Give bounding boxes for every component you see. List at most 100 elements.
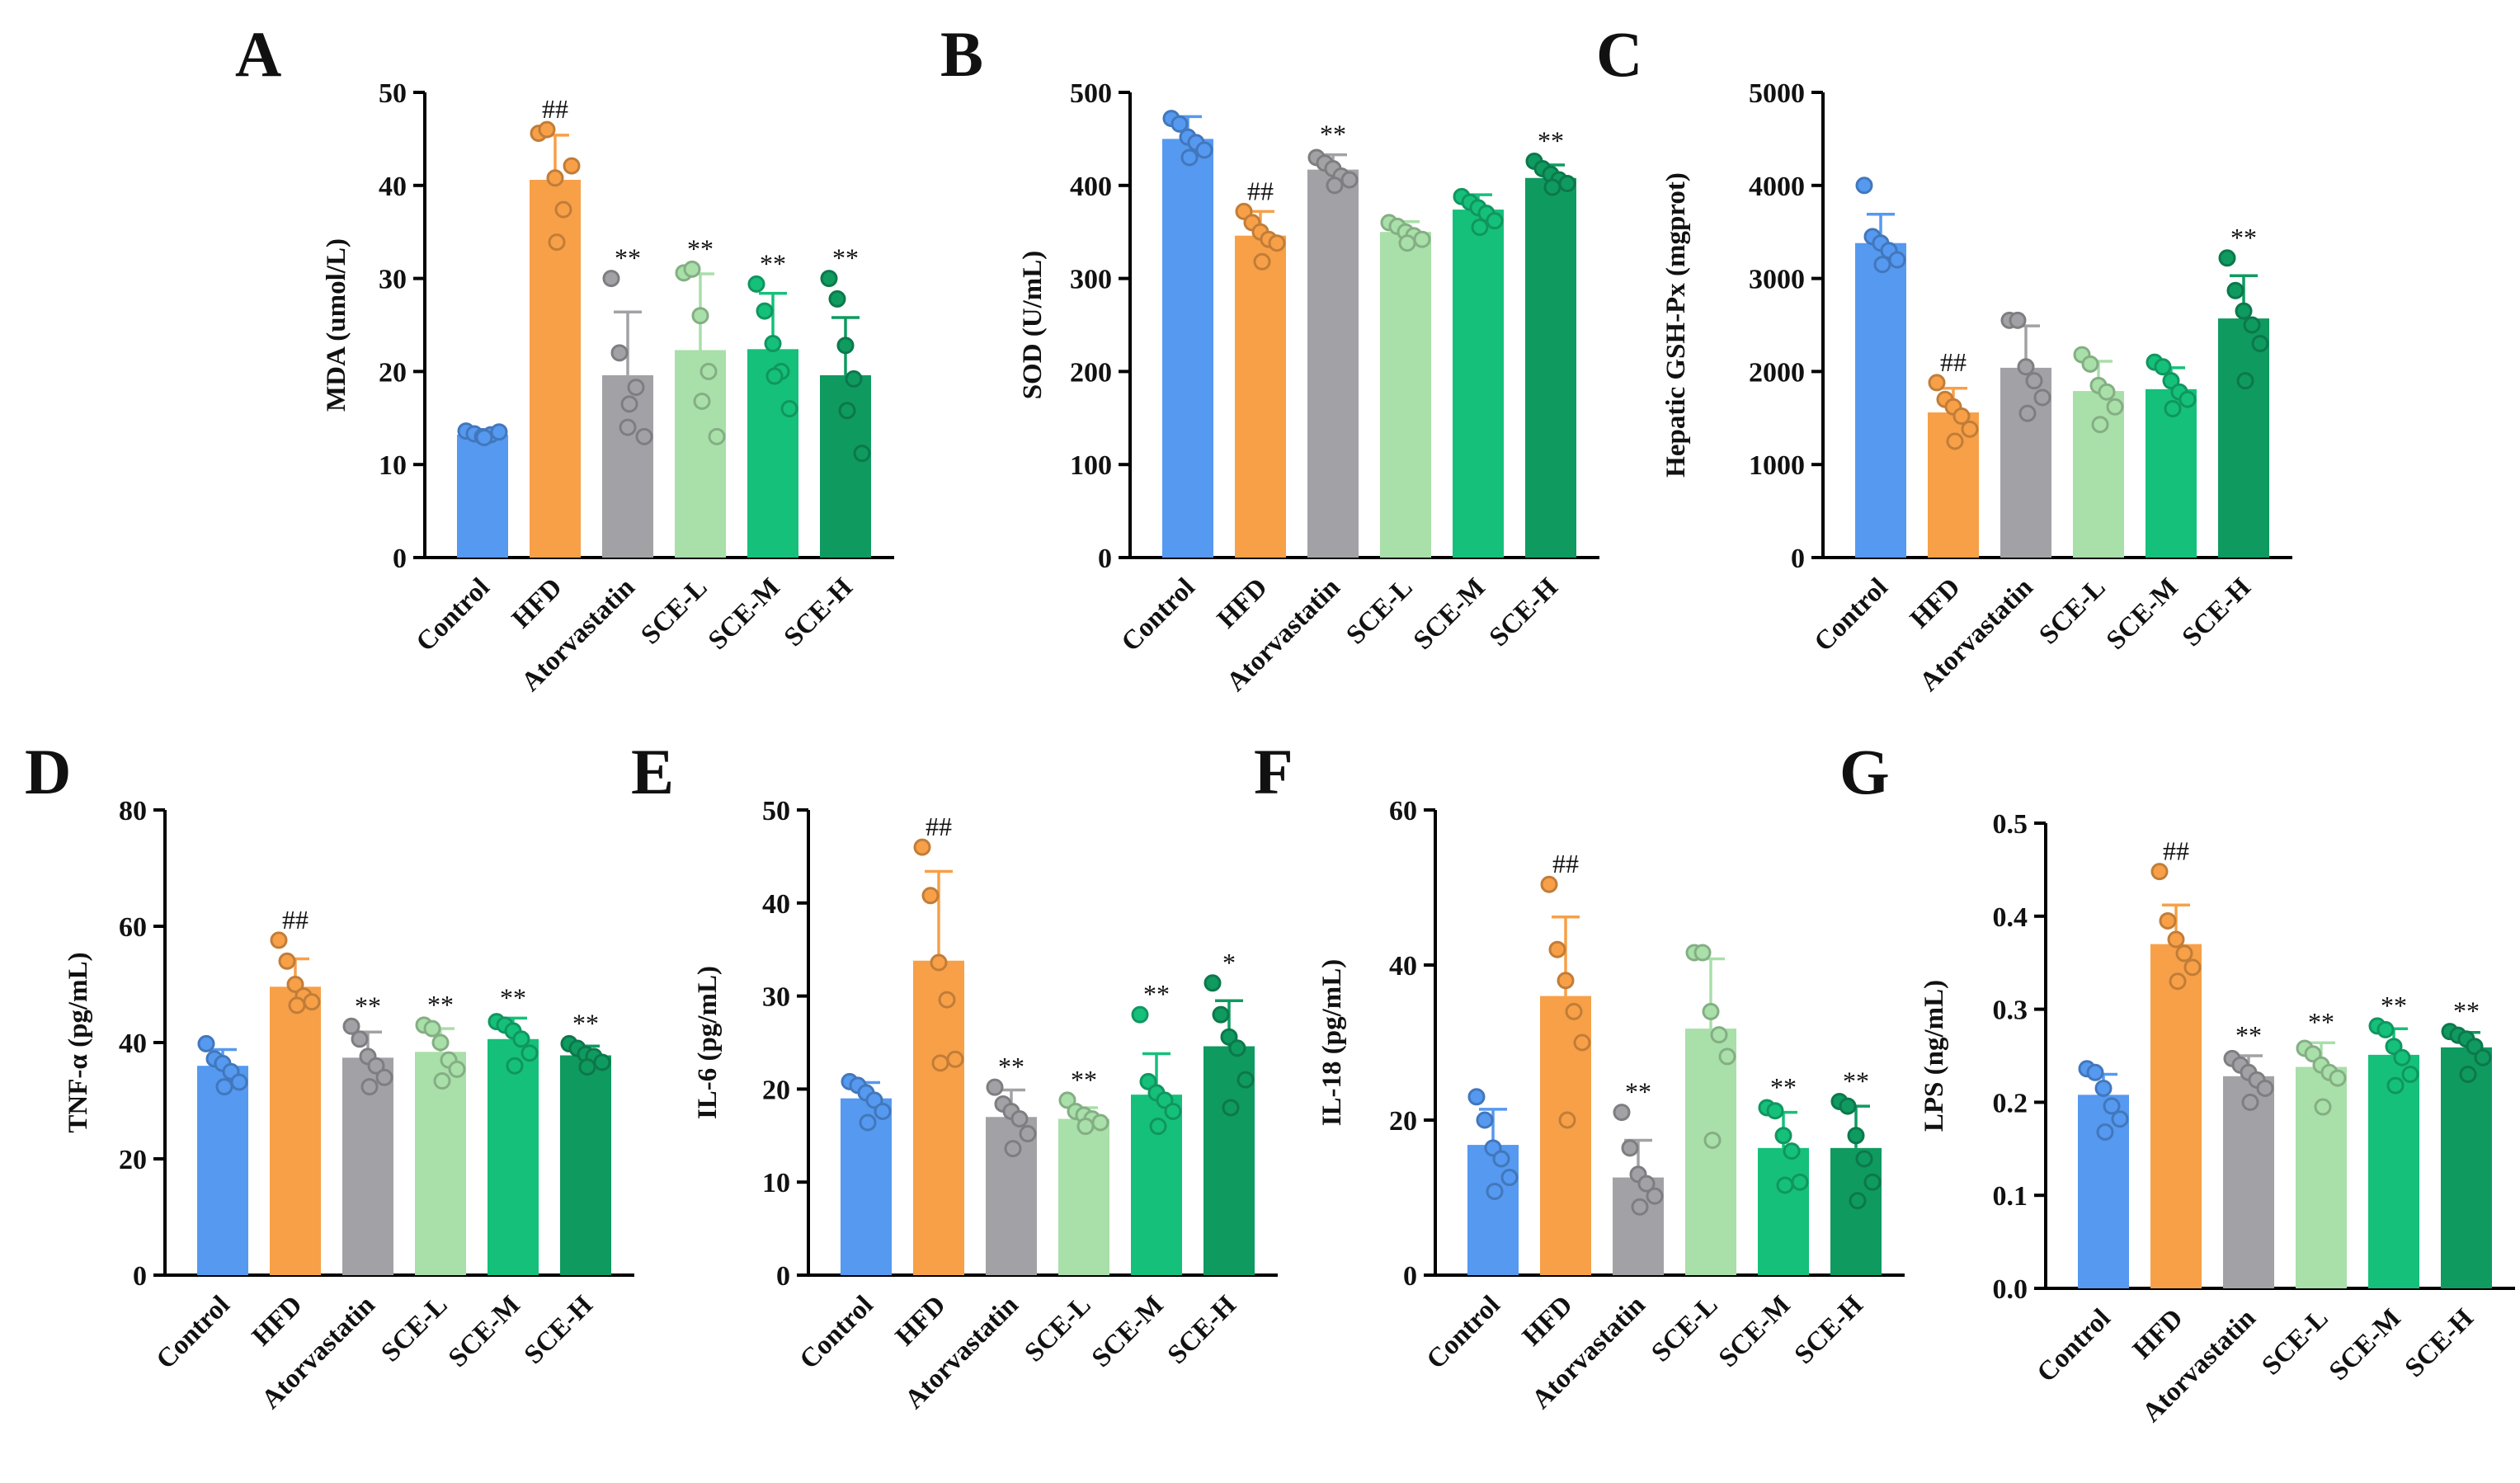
significance-label: ## (926, 812, 952, 841)
significance-label: ** (1843, 1066, 1869, 1095)
y-tick-label: 0.2 (1993, 1088, 2028, 1118)
bar-sce-h (2441, 1047, 2492, 1288)
category-label: Control (151, 1290, 236, 1375)
data-point (1164, 1102, 1182, 1120)
bar-sce-h (2218, 318, 2269, 558)
data-point (1203, 974, 1222, 992)
data-point (845, 370, 863, 388)
category-label: HFD (1517, 1290, 1579, 1352)
y-tick-label: 2000 (1749, 357, 1805, 388)
panel-letter: G (1839, 736, 1890, 807)
y-tick-label: 1000 (1749, 450, 1805, 481)
category-label: SCE-H (2177, 572, 2257, 652)
data-point (2111, 1110, 2129, 1128)
data-point (2081, 355, 2099, 373)
y-tick-label: 0 (1098, 544, 1112, 574)
bar-sce-h (1525, 177, 1576, 558)
data-point (1855, 1150, 1873, 1168)
data-point (2091, 416, 2109, 434)
category-label: SCE-M (443, 1290, 526, 1373)
panel-letter: C (1596, 18, 1642, 90)
data-point (2256, 1079, 2274, 1097)
data-point (1548, 940, 1566, 958)
data-point (342, 1017, 360, 1035)
data-point (2159, 911, 2177, 930)
data-point (931, 1054, 949, 1072)
data-point (2401, 1066, 2419, 1084)
data-point (1776, 1176, 1794, 1194)
bar-control (197, 1066, 248, 1275)
data-point (1486, 212, 1504, 230)
data-point (475, 428, 493, 446)
y-tick-label: 10 (379, 450, 407, 481)
data-point (490, 423, 508, 441)
y-tick-label: 10 (762, 1168, 790, 1198)
y-axis-label: TNF-α (pg/mL) (64, 952, 93, 1132)
data-point (303, 993, 321, 1011)
data-point (627, 379, 645, 397)
data-point (1471, 219, 1489, 237)
data-point (620, 395, 638, 413)
panel-letter: B (940, 18, 983, 90)
data-point (578, 1058, 596, 1076)
data-point (683, 260, 701, 278)
category-label: SCE-H (1789, 1290, 1869, 1370)
y-tick-label: 40 (1389, 951, 1417, 982)
data-point (853, 445, 871, 463)
data-point (1703, 1131, 1722, 1149)
bar-hfd (270, 986, 321, 1275)
category-label: SCE-H (2400, 1303, 2480, 1383)
data-point (828, 290, 846, 308)
data-point (747, 275, 765, 293)
data-point (423, 1019, 441, 1038)
data-point (1952, 407, 1971, 426)
y-tick-label: 0.0 (1993, 1274, 2028, 1305)
y-axis-label: IL-6 (pg/mL) (693, 966, 723, 1119)
data-point (512, 1030, 530, 1048)
data-point (286, 976, 304, 993)
y-tick-label: 300 (1070, 265, 1112, 295)
data-point (1540, 875, 1558, 893)
data-point (506, 1057, 524, 1075)
panel-letter: D (25, 736, 71, 807)
y-axis-label: IL-18 (pg/mL) (1317, 959, 1347, 1127)
data-point (2241, 1093, 2259, 1111)
data-point (1398, 234, 1416, 252)
data-point (1621, 1139, 1639, 1157)
data-point (1340, 171, 1359, 189)
significance-label: ## (1247, 176, 1274, 205)
significance-label: ** (427, 990, 454, 1019)
data-point (538, 120, 556, 139)
y-tick-label: 60 (1389, 796, 1417, 826)
y-tick-label: 30 (379, 265, 407, 295)
significance-label: ** (1071, 1065, 1097, 1095)
data-point (230, 1073, 248, 1091)
data-point (1091, 1113, 1109, 1132)
y-tick-label: 0 (1791, 544, 1805, 574)
data-point (1766, 1102, 1784, 1120)
data-point (1702, 1002, 1720, 1020)
data-point (1171, 115, 1189, 133)
data-point (820, 270, 838, 288)
bar-atorvastatin (1307, 169, 1359, 558)
data-point (1558, 1111, 1576, 1129)
category-label: SCE-M (1086, 1290, 1170, 1373)
panel-c: C 0 1000 2000 3000 4000 5000 Hepatic GSH-Px (mg… (1596, 18, 2292, 697)
y-axis-label: SOD (U/mL) (1018, 251, 1048, 400)
category-label: SCE-M (703, 572, 786, 656)
bar-control (457, 435, 508, 558)
data-point (351, 1030, 369, 1048)
data-point (1235, 202, 1253, 220)
category-label: Control (1421, 1290, 1506, 1375)
data-point (2086, 1063, 2104, 1081)
data-point (1222, 1099, 1240, 1117)
data-point (2385, 1038, 2403, 1056)
data-point (1156, 1091, 1174, 1109)
data-point (1946, 432, 1964, 450)
data-point (2183, 958, 2202, 977)
category-label: Control (1116, 572, 1201, 657)
y-tick-label: 30 (762, 982, 790, 1013)
category-label: SCE-L (375, 1290, 453, 1368)
